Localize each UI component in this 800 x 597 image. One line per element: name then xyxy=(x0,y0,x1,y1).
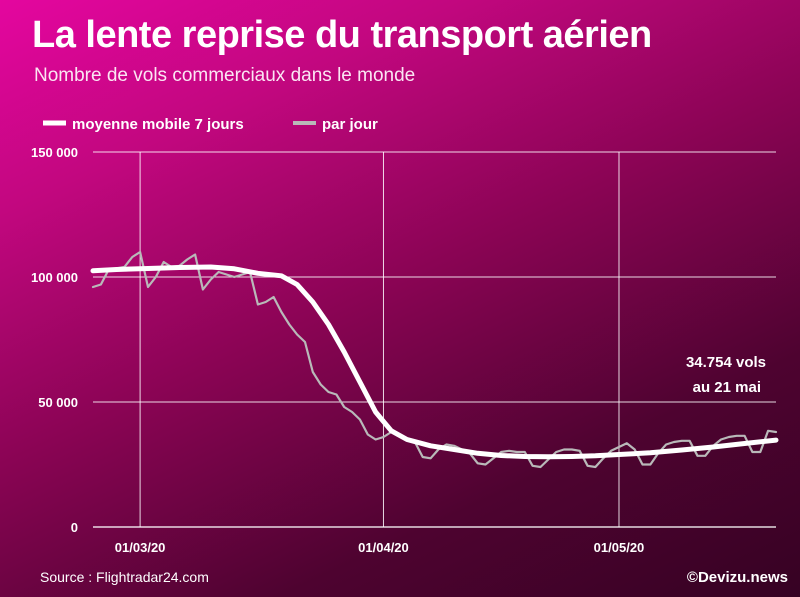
grid xyxy=(93,151,776,528)
series-line-moving-average xyxy=(90,264,779,460)
legend-label-daily: par jour xyxy=(322,116,378,133)
y-tick-label: 150 000 xyxy=(31,145,78,160)
annotation: 34.754 vols au 21 mai xyxy=(686,354,766,396)
x-tick-label: 01/05/20 xyxy=(594,540,645,555)
chart-title: La lente reprise du transport aérien xyxy=(32,14,652,56)
x-tick-label: 01/04/20 xyxy=(358,540,409,555)
series-group xyxy=(90,250,779,469)
x-tick-label: 01/03/20 xyxy=(115,540,166,555)
credit: ©Devizu.news xyxy=(686,569,788,586)
y-axis: 0 50 000 100 000 150 000 xyxy=(31,145,78,535)
y-tick-label: 50 000 xyxy=(38,395,78,410)
series-line-daily xyxy=(91,250,778,469)
annotation-line-1: 34.754 vols xyxy=(686,354,766,371)
x-axis: 01/03/20 01/04/20 01/05/20 xyxy=(115,540,644,555)
y-tick-label: 0 xyxy=(71,520,78,535)
legend: moyenne mobile 7 jours par jour xyxy=(43,116,378,133)
y-tick-label: 100 000 xyxy=(31,270,78,285)
source-note: Source : Flightradar24.com xyxy=(40,569,209,585)
chart-subtitle: Nombre de vols commerciaux dans le monde xyxy=(34,65,416,86)
annotation-line-2: au 21 mai xyxy=(693,379,761,396)
legend-label-moving-average: moyenne mobile 7 jours xyxy=(72,116,244,133)
